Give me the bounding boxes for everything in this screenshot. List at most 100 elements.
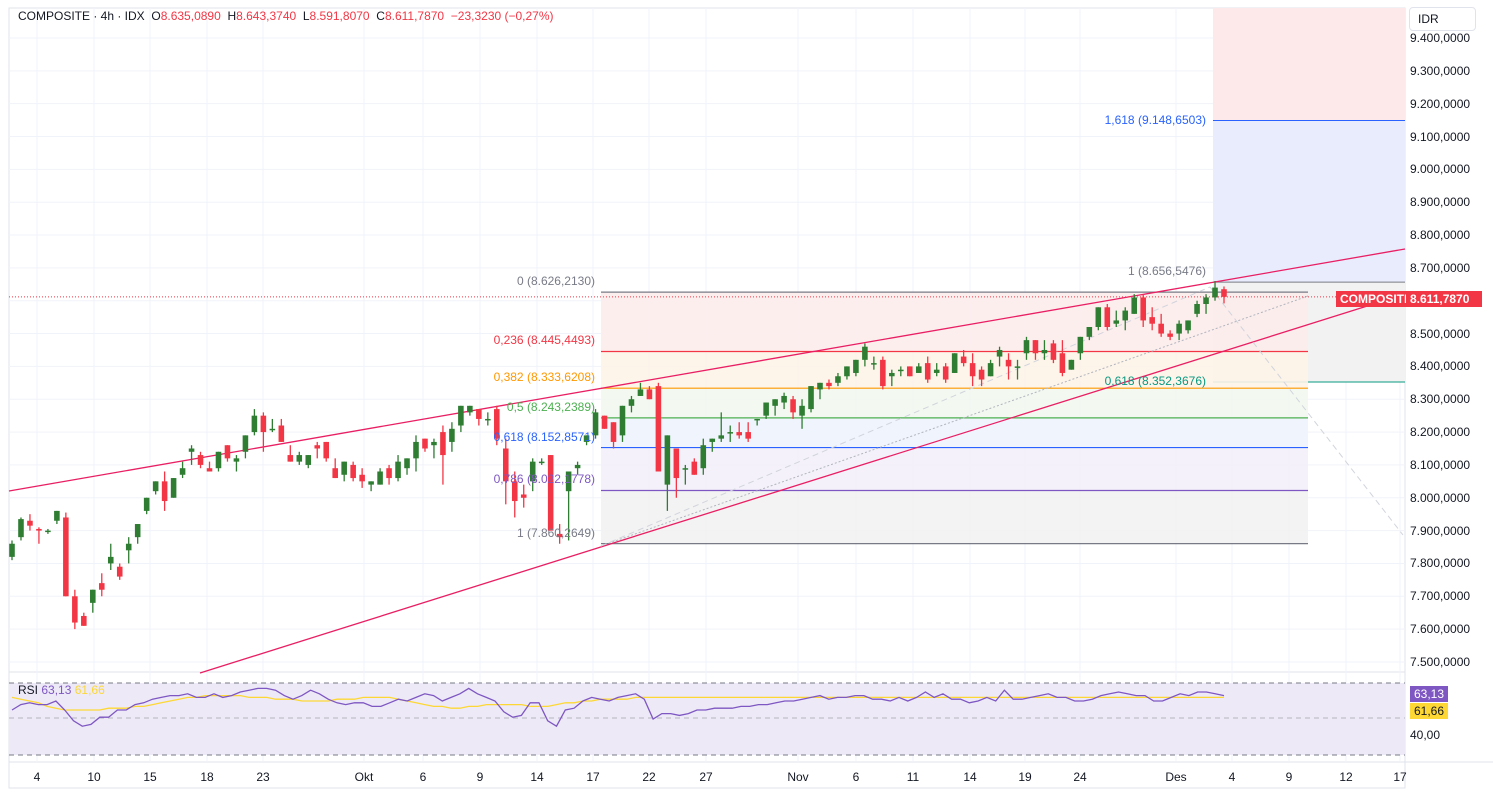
candle-up	[134, 524, 141, 538]
time-tick: 4	[33, 770, 41, 784]
candle-up	[565, 471, 572, 492]
candle-up	[368, 481, 374, 485]
candle-down	[98, 583, 105, 590]
candle-up	[996, 349, 1003, 357]
candle-up	[763, 402, 769, 416]
candle-up	[18, 519, 24, 538]
price-tick: 8.500,0000	[1410, 326, 1471, 341]
candle-down	[224, 445, 231, 459]
fib-retracement-label: 0,786 (8.022,1778)	[493, 472, 595, 487]
currency-button[interactable]: IDR	[1409, 7, 1476, 31]
candle-down	[646, 389, 653, 400]
time-tick: 17	[586, 770, 600, 784]
time-tick: 12	[1339, 770, 1353, 784]
candle-down	[63, 517, 69, 597]
candle-up	[799, 405, 805, 416]
candle-down	[36, 528, 42, 531]
candle-up	[305, 455, 312, 465]
candle-down	[655, 386, 662, 472]
candle-up	[933, 369, 940, 373]
candle-up	[619, 405, 626, 436]
candle-down	[440, 432, 446, 456]
rsi-title[interactable]: RSI	[18, 683, 39, 697]
candle-up	[727, 432, 734, 434]
candle-up	[583, 435, 590, 442]
candle-down	[350, 464, 356, 479]
candle-up	[754, 418, 760, 421]
candle-up	[987, 363, 994, 377]
candle-up	[269, 428, 276, 431]
candle-up	[296, 455, 303, 462]
candle-down	[81, 615, 87, 626]
candle-up	[251, 415, 258, 433]
candle-down	[1032, 340, 1039, 354]
price-tick: 8.800,0000	[1410, 228, 1471, 243]
price-tick: 8.900,0000	[1410, 195, 1471, 210]
time-tick: 14	[530, 770, 544, 784]
price-tick: 7.500,0000	[1410, 654, 1471, 669]
candle-down	[422, 438, 428, 449]
fib-retracement-label: 0 (8.626,2130)	[516, 274, 595, 289]
candle-up	[377, 471, 383, 485]
candle-down	[960, 356, 967, 364]
candle-down	[610, 422, 617, 442]
channel-lower-line	[199, 301, 1381, 674]
price-tick: 9.300,0000	[1410, 63, 1471, 78]
candle-up	[835, 376, 841, 383]
candle-down	[1158, 323, 1164, 334]
candle-down	[278, 425, 285, 442]
candle-up	[107, 556, 114, 564]
candle-down	[332, 468, 338, 479]
candle-up	[1068, 359, 1075, 370]
fib-extension-label: 1,618 (9.148,6503)	[1104, 112, 1206, 127]
candle-up	[628, 399, 635, 406]
time-tick: 9	[1285, 770, 1293, 784]
candle-up	[395, 461, 401, 479]
candle-up	[915, 366, 922, 373]
candle-up	[404, 458, 410, 469]
candle-up	[889, 372, 895, 377]
price-tick: 9.400,0000	[1410, 31, 1471, 45]
candle-down	[969, 363, 976, 377]
rsi-band	[9, 683, 1405, 755]
candle-up	[233, 458, 240, 462]
candle-up	[1131, 297, 1138, 314]
candle-down	[476, 409, 482, 419]
channel-upper-line	[8, 248, 1406, 492]
candle-down	[601, 415, 608, 429]
rsi-ma-line	[11, 694, 1224, 711]
fib-diagonal-dashed	[600, 286, 1211, 547]
candle-up	[592, 412, 599, 436]
candle-up	[341, 461, 347, 475]
low-value: 8.591,8070	[309, 9, 370, 23]
candle-up	[1203, 297, 1209, 305]
symbol-title[interactable]: COMPOSITE · 4h · IDX	[18, 9, 145, 23]
candle-up	[188, 448, 195, 452]
candle-down	[556, 533, 563, 538]
candle-up	[1185, 320, 1191, 331]
open-value: 8.635,0890	[160, 9, 221, 23]
candle-up	[700, 445, 707, 469]
candle-down	[386, 468, 392, 479]
symbol-legend: COMPOSITE · 4h · IDX O8.635,0890 H8.643,…	[18, 9, 554, 23]
symbol-badge: COMPOSITE	[1336, 291, 1417, 307]
candle-down	[673, 448, 680, 479]
price-tick: 8.100,0000	[1410, 457, 1471, 472]
candle-down	[880, 359, 886, 387]
candle-up	[152, 481, 159, 492]
candle-up	[709, 438, 716, 442]
candle-up	[1041, 349, 1048, 354]
candle-up	[431, 441, 437, 446]
time-tick: 11	[906, 770, 920, 784]
fib-retracement-label: 0,382 (8.333,6208)	[493, 370, 595, 385]
price-tick: 7.900,0000	[1410, 523, 1471, 538]
price-tick: 8.300,0000	[1410, 392, 1471, 407]
candle-up	[1212, 287, 1218, 298]
candle-up	[1014, 366, 1021, 368]
time-tick: 24	[1073, 770, 1087, 784]
candle-down	[1059, 353, 1066, 373]
close-value: 8.611,7870	[384, 9, 445, 23]
candle-up	[170, 478, 177, 498]
price-tick: 8.000,0000	[1410, 490, 1471, 505]
